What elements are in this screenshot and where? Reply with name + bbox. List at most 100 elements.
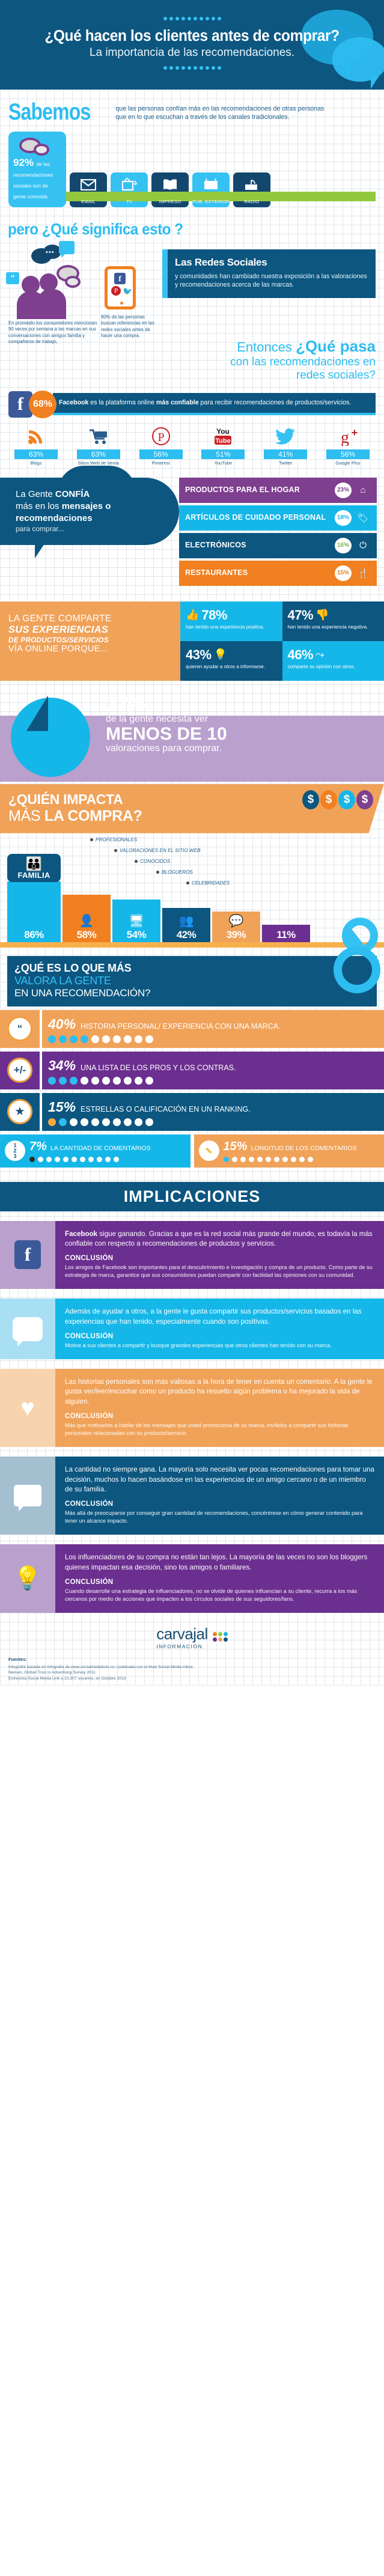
legend-item: CELEBRIDADES <box>192 880 230 886</box>
social-percent: 56% <box>326 449 370 459</box>
valora-row-pros-contras: +/- 34% UNA LISTA DE LOS PROS Y LOS CONT… <box>0 1051 384 1089</box>
share-icon: ⤳ <box>315 648 325 661</box>
confia-l2a: más en los <box>16 501 62 511</box>
quadrant-help: 43% 💡 quieren ayudar a otros a informarse… <box>180 641 282 681</box>
legend-item: BLOGUEROS <box>162 869 193 875</box>
cutlery-icon: 🍴 <box>357 568 369 579</box>
social-recommendations-badge: 92% de las recomendaciones sociales son … <box>8 131 66 207</box>
social-sitios-web: 63% Sitios Web de Venta <box>73 424 124 466</box>
valora-percent: 34% <box>48 1057 76 1073</box>
bar-value: 11% <box>276 928 296 940</box>
twitter-icon: 🐦 <box>123 286 133 296</box>
quadrant-share: 46% ⤳ comparte su opinión con otros. <box>282 641 384 681</box>
entonces-line3: redes sociales? <box>296 368 376 382</box>
entonces-strong: ¿Qué pasa <box>296 336 376 355</box>
ruler-icon: 📏 <box>198 1140 219 1162</box>
power-icon: ⏻ <box>359 540 367 551</box>
valora-line1: ¿QUÉ ES LO QUE MÁS <box>14 961 132 974</box>
product-row: RESTAURANTES 15% 🍴 <box>179 560 377 586</box>
source-line: Entrevista Social Media Link a 10,307 us… <box>8 1676 126 1681</box>
impl-lead: Las historias personales son más valiosa… <box>65 1378 373 1405</box>
facebook-icon: f <box>14 1240 41 1270</box>
speech-bubble-decoration-small <box>332 37 384 82</box>
professional-icon: 👤 <box>79 914 94 928</box>
speech-bubble-tail-small <box>371 76 379 89</box>
confia-cloud: La Gente CONFÍA más en los mensajes o re… <box>0 465 179 559</box>
facebook-brand: Facebook <box>59 399 89 407</box>
facebook-statement: Facebook es la plataforma online más con… <box>53 393 376 415</box>
significa-heading: pero ¿Qué significa esto ? <box>8 219 183 238</box>
quadrant-negative: 47% 👎 han tenido una experiencia negativa… <box>282 601 384 641</box>
comparte-section: LA GENTE COMPARTE SUS EXPERIENCIAS DE PR… <box>0 601 384 681</box>
product-name: PRODUCTOS PARA EL HOGAR <box>185 485 300 494</box>
svg-text:g: g <box>341 428 349 446</box>
bar-chart-legend: PROFESIONALES VALORACIONES EN EL SITIO W… <box>90 837 230 891</box>
confia-l1b: CONFÍA <box>55 489 90 499</box>
implicacion-historias: ♥ Las historias personales son más valio… <box>0 1369 384 1448</box>
social-label: Pinterest <box>151 460 170 466</box>
dot-scale <box>48 1076 378 1085</box>
sources-title: Fuentes: <box>8 1656 27 1662</box>
products-list: PRODUCTOS PARA EL HOGAR 23% ⌂ ARTÍCULOS … <box>179 477 384 588</box>
facebook-trust-row: f 68% Facebook es la plataforma online m… <box>0 382 384 418</box>
redes-sociales-text: y comunidades han cambiado nuestra expos… <box>175 272 367 289</box>
impl-lead: sigue ganando. Gracias a que es la red s… <box>65 1229 373 1248</box>
conclusion-text: Más allá de preocuparse por conseguir gr… <box>65 1510 363 1524</box>
sources-block: Fuentes: Infografía basada en infografía… <box>8 1657 376 1682</box>
implicacion-compartir: Además de ayudar a otros, a la gente le … <box>0 1299 384 1359</box>
social-platforms-row: 63% Blogs 63% Sitios Web de Venta P 56% … <box>0 418 384 466</box>
dot-scale <box>48 1118 378 1126</box>
ellipsis-icon: ••• <box>46 248 55 256</box>
book-icon <box>162 177 178 192</box>
confia-l3: recomendaciones <box>16 513 93 524</box>
social-google-plus: g + 56% Google Plus <box>323 424 373 466</box>
tablet-icon: f P 🐦 <box>105 266 136 309</box>
message-icon <box>59 240 75 258</box>
social-youtube: You Tube 51% YouTube <box>198 424 248 466</box>
impl-lead-bold: Facebook <box>65 1229 98 1238</box>
pie-caption: 77% de la gente necesita ver MENOS DE 10… <box>106 694 227 755</box>
sabemos-text: que las personas confían más en las reco… <box>115 105 325 121</box>
family-label: FAMILIA <box>17 870 50 880</box>
tag-icon: 🏷 <box>357 513 369 523</box>
valora-longitud-comentarios: 📏 15% LONGITUD DE LOS COMENTARIOS <box>194 1134 384 1168</box>
quote-icon: “ <box>6 272 19 284</box>
rss-icon <box>11 424 61 448</box>
social-twitter: 41% Twitter <box>260 424 311 466</box>
entonces-block: Entonces ¿Qué pasa con las recomendacion… <box>0 335 384 382</box>
quadrant-percent: 46% <box>287 647 314 662</box>
channel-label: IMPRESO <box>159 198 181 204</box>
pie-chart-section: 77% de la gente necesita ver MENOS DE 10… <box>0 686 384 782</box>
badge-percent: 92% <box>13 156 34 168</box>
pie-line1: de la gente necesita ver <box>106 713 208 724</box>
heart-icon: ♥ <box>20 1395 35 1422</box>
group-icon: 👥 <box>178 914 194 928</box>
source-line: Infografía basada en infografía de www.s… <box>8 1664 194 1669</box>
valora-percent: 15% <box>48 1098 76 1115</box>
entonces-pre: Entonces <box>237 339 292 355</box>
google-plus-icon: g + <box>323 424 373 448</box>
conclusion-label: CONCLUSIÓN <box>65 1500 114 1508</box>
valora-line3: EN UNA RECOMENDACIÓN? <box>14 987 151 999</box>
valora-text: UNA LISTA DE LOS PROS Y LOS CONTRAS. <box>81 1063 236 1072</box>
pie-chart <box>5 688 95 778</box>
impacta-header: ¿QUIÉN IMPACTA MÁS LA COMPRA? $ $ $ $ <box>0 784 384 833</box>
svg-text:Tube: Tube <box>216 437 231 445</box>
social-label: Twitter <box>279 460 293 466</box>
shopping-cart-icon <box>73 424 124 448</box>
pie-line2: MENOS DE 10 <box>106 723 227 744</box>
facebook-text-c: más confiable <box>156 399 199 407</box>
bar-familia: 86% <box>7 881 61 943</box>
home-icon: ⌂ <box>360 485 366 496</box>
brand-name: carvajal <box>156 1624 208 1643</box>
product-name: ARTÍCULOS DE CUIDADO PERSONAL <box>185 513 326 522</box>
quadrant-caption: han tenido una experiencia negativa. <box>287 624 368 630</box>
family-icon: 👪 <box>25 856 43 871</box>
thumbs-up-icon: 👍 <box>186 609 200 621</box>
header-banner: ¿Qué hacen los clientes antes de comprar… <box>0 0 384 90</box>
infographic-page: ¿Qué hacen los clientes antes de comprar… <box>0 0 384 1686</box>
legend-item: PROFESIONALES <box>96 836 138 842</box>
comparte-quadrants: 👍 78% han tenido una experiencia positiva… <box>180 601 384 681</box>
comparte-l4: VÍA ONLINE PORQUE... <box>8 644 108 654</box>
